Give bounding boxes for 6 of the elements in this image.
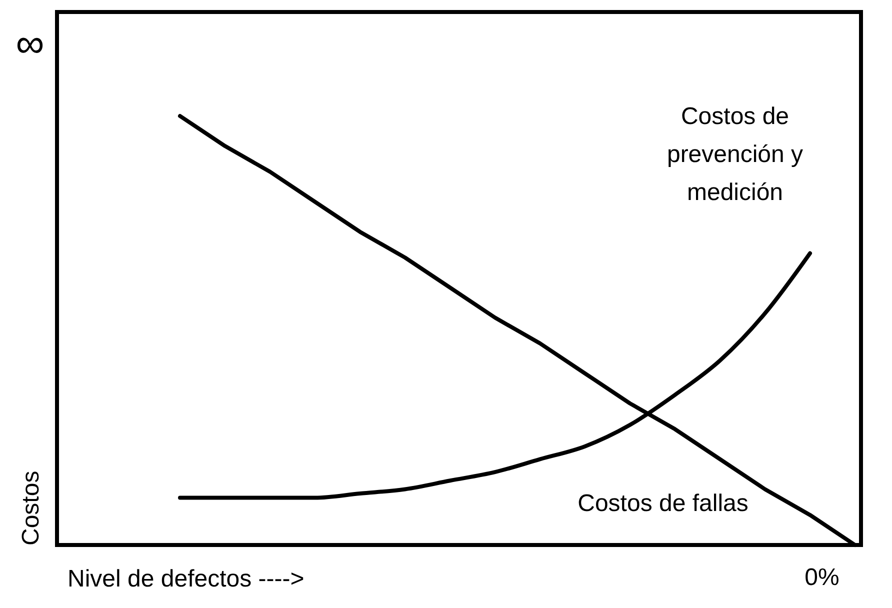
text: ∞ xyxy=(16,22,44,66)
series-label: Costos de fallas xyxy=(578,490,748,517)
x-axis-title: Nivel de defectos ----> xyxy=(68,566,304,592)
y-axis-title: Costos xyxy=(18,470,44,546)
series-label: Costos de prevención y medición xyxy=(666,103,804,206)
text: 0% xyxy=(804,564,840,591)
